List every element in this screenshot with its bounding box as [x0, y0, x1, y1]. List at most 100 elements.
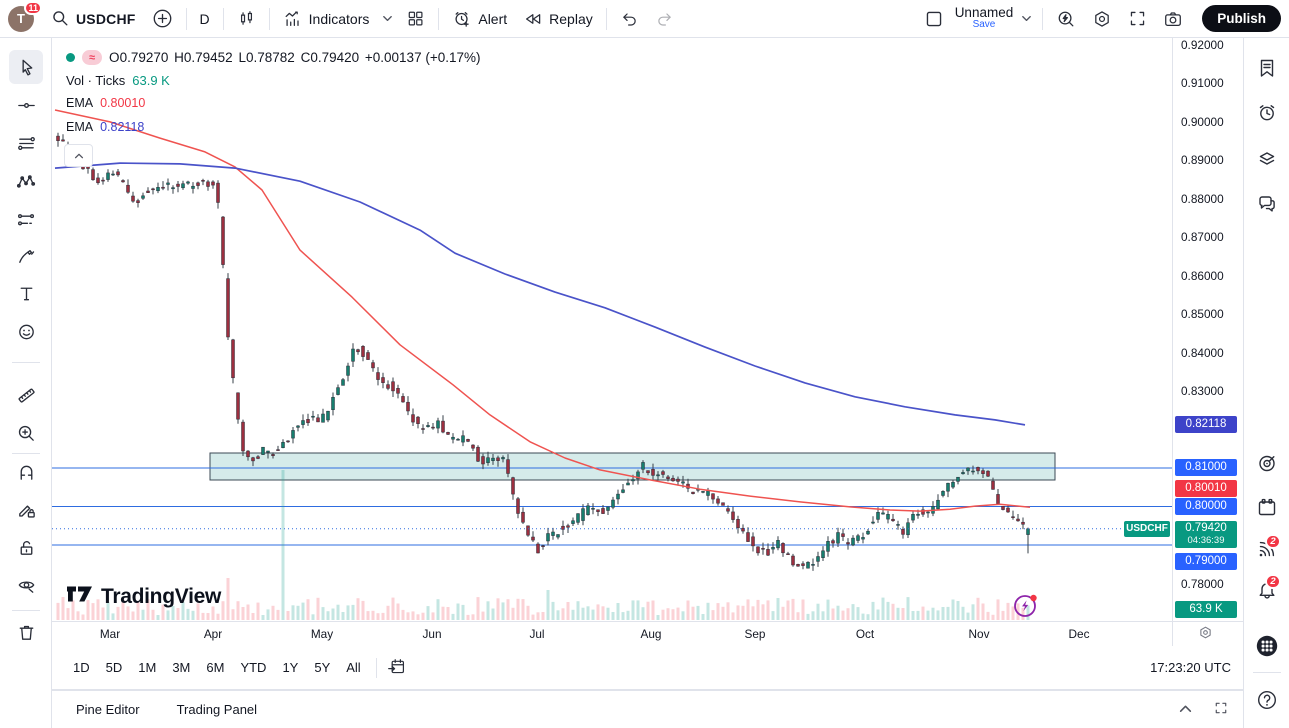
lightning-search-icon: [1056, 9, 1076, 29]
ema-line-slow[interactable]: [54, 162, 1026, 426]
lock-all-drawings-tool-button[interactable]: [9, 530, 43, 564]
price-axis-tick: 0.89000: [1181, 153, 1224, 167]
hide-drawings-tool-button[interactable]: [9, 567, 43, 601]
text-tool-button[interactable]: [9, 276, 43, 310]
tab-pine-editor[interactable]: Pine Editor: [76, 702, 140, 717]
replay-icon: [523, 9, 543, 29]
save-layout-link[interactable]: Save: [972, 19, 996, 31]
remove-objects-tool-button[interactable]: [9, 615, 43, 649]
drawing-lock-tool-button[interactable]: [9, 492, 43, 526]
price-axis-tick: 0.88000: [1181, 192, 1224, 206]
pattern-tool-button[interactable]: [9, 164, 43, 198]
time-axis-month-label: Apr: [203, 627, 223, 641]
screenshot-button[interactable]: [1156, 4, 1190, 34]
ema-label: EMA: [66, 96, 94, 110]
magnet-tool-button[interactable]: [9, 455, 43, 489]
range-button-1d[interactable]: 1D: [66, 656, 97, 679]
notifications-panel-button[interactable]: 2: [1249, 572, 1285, 606]
level-0-80-badge[interactable]: 0.80000: [1175, 498, 1237, 515]
range-button-5d[interactable]: 5D: [99, 656, 130, 679]
level-0-79-badge[interactable]: 0.79000: [1175, 553, 1237, 570]
symbol-search-button[interactable]: USDCHF: [44, 4, 143, 34]
level-0-81-badge[interactable]: 0.81000: [1175, 459, 1237, 476]
chart-style-button[interactable]: [230, 4, 263, 34]
tab-trading-panel[interactable]: Trading Panel: [176, 702, 258, 717]
alarm-icon: [1256, 101, 1278, 123]
streams-panel-button[interactable]: 2: [1249, 532, 1285, 566]
events-lightning-icon[interactable]: [1012, 592, 1039, 619]
ema-value: 0.80010: [100, 96, 146, 110]
range-button-1y[interactable]: 1Y: [275, 656, 305, 679]
ideas-panel-button[interactable]: [1249, 446, 1285, 480]
range-button-6m[interactable]: 6M: [199, 656, 231, 679]
chart-legend[interactable]: ≈ O0.79270 H0.79452 L0.78782 C0.79420 +0…: [66, 50, 480, 65]
fullscreen-button[interactable]: [1121, 4, 1154, 34]
ohlc-values: O0.79270 H0.79452 L0.78782 C0.79420 +0.0…: [109, 50, 481, 65]
ema-slow-legend[interactable]: EMA 0.82118: [66, 120, 144, 134]
replay-label: Replay: [549, 10, 593, 27]
axis-settings-gear-icon[interactable]: [1198, 625, 1213, 643]
ema-slow-value-badge[interactable]: 0.82118: [1175, 416, 1237, 433]
alert-button[interactable]: Alert: [445, 4, 514, 34]
session-clock[interactable]: 17:23:20 UTC: [1150, 660, 1231, 675]
layout-dropdown-button[interactable]: [1017, 4, 1036, 34]
go-to-date-button[interactable]: [385, 655, 408, 681]
cursor-tool-button[interactable]: [9, 50, 43, 84]
range-button-5y[interactable]: 5Y: [307, 656, 337, 679]
undo-button[interactable]: [613, 4, 646, 34]
chat-panel-button[interactable]: [1249, 186, 1285, 220]
grid-layout-button[interactable]: [399, 4, 432, 34]
fib-icon: [16, 133, 37, 154]
maximize-panel-button[interactable]: [1213, 700, 1229, 719]
layout-select-button[interactable]: [917, 4, 951, 34]
price-axis-tick: 0.90000: [1181, 115, 1224, 129]
emoji-tool-button[interactable]: [9, 314, 43, 348]
layout-name-button[interactable]: Unnamed Save: [953, 5, 1016, 31]
indicators-button[interactable]: Indicators: [276, 4, 377, 34]
ema-fast-legend[interactable]: EMA 0.80010: [66, 96, 145, 110]
volume-legend[interactable]: Vol · Ticks 63.9 K: [66, 73, 170, 88]
expand-panel-button[interactable]: [1178, 701, 1193, 719]
brush-tool-button[interactable]: [9, 239, 43, 273]
ema-fast-value-badge[interactable]: 0.80010: [1175, 480, 1237, 497]
drawing-toolbar: [0, 38, 52, 728]
ema-line-fast[interactable]: [54, 109, 1031, 512]
trend-line-tool-button[interactable]: [9, 88, 43, 122]
fib-retracement-tool-button[interactable]: [9, 126, 43, 160]
ruler-tool-button[interactable]: [9, 378, 43, 412]
apps-menu-button[interactable]: [1249, 629, 1285, 663]
object-tree-panel-button[interactable]: [1249, 141, 1285, 175]
zoom-in-tool-button[interactable]: [9, 416, 43, 450]
redo-button[interactable]: [648, 4, 681, 34]
toolbar-divider: [438, 7, 440, 30]
candles: [56, 132, 1030, 571]
indicator-templates-button[interactable]: [378, 4, 397, 34]
alerts-panel-button[interactable]: [1249, 95, 1285, 129]
range-button-all[interactable]: All: [339, 656, 367, 679]
settings-button[interactable]: [1085, 4, 1119, 34]
price-axis-tick: 0.92000: [1181, 38, 1224, 52]
timeframe-button[interactable]: D: [193, 4, 217, 34]
user-avatar[interactable]: T 11: [8, 0, 42, 32]
trash-icon: [16, 622, 37, 643]
replay-button[interactable]: Replay: [516, 4, 600, 34]
compare-add-button[interactable]: [145, 4, 180, 34]
watchlist-panel-button[interactable]: [1249, 51, 1285, 85]
quick-search-button[interactable]: [1049, 4, 1083, 34]
candlestick-style-icon: [237, 9, 256, 28]
help-center-button[interactable]: [1249, 683, 1285, 717]
candlestick-chart[interactable]: [52, 38, 1172, 621]
collapse-legend-button[interactable]: [64, 144, 93, 167]
publish-button[interactable]: Publish: [1202, 5, 1281, 32]
last-price-badge[interactable]: 0.79420 04:36:39: [1175, 521, 1237, 548]
volume-value-badge[interactable]: 63.9 K: [1175, 601, 1237, 618]
time-axis-month-label: Oct: [855, 627, 875, 641]
calendar-panel-button[interactable]: [1249, 490, 1285, 524]
range-button-1m[interactable]: 1M: [131, 656, 163, 679]
notifications-panel-count-badge: 2: [1265, 574, 1281, 589]
data-mode-badge[interactable]: ≈: [82, 50, 103, 65]
range-button-ytd[interactable]: YTD: [233, 656, 273, 679]
projection-tool-button[interactable]: [9, 202, 43, 236]
range-button-3m[interactable]: 3M: [165, 656, 197, 679]
